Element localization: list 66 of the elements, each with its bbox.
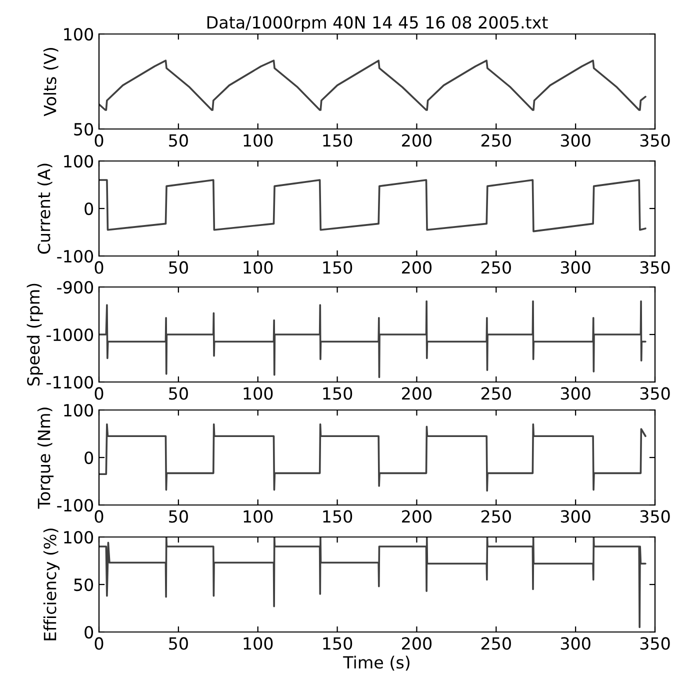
- x-axis-title: Time (s): [343, 656, 410, 671]
- x-tick-label: 0: [94, 134, 104, 147]
- x-tick-label: 50: [169, 134, 188, 147]
- line-series: [99, 179, 646, 232]
- x-tick-label: 50: [169, 637, 188, 650]
- chart-title: Data/1000rpm 40N 14 45 16 08 2005.txt: [207, 16, 548, 32]
- x-tick-label: 250: [481, 510, 511, 523]
- x-tick-label: 300: [560, 134, 590, 147]
- x-tick-label: 250: [481, 387, 511, 400]
- x-tick-label: 100: [244, 637, 273, 650]
- x-tick-label: 50: [169, 261, 188, 274]
- x-tick-label: 350: [640, 510, 670, 523]
- x-tick-label: 150: [323, 637, 352, 650]
- y-axis-title: Volts (V): [43, 48, 58, 116]
- x-tick-label: 300: [560, 261, 590, 274]
- x-tick-label: 300: [560, 637, 590, 650]
- line-series: [99, 300, 646, 378]
- y-tick-label: -1100: [46, 376, 94, 389]
- y-tick-label: -100: [57, 498, 94, 512]
- x-tick-label: 200: [402, 637, 432, 650]
- y-tick-label: 100: [64, 530, 94, 544]
- x-tick-label: 250: [481, 261, 511, 274]
- x-tick-label: 200: [402, 387, 432, 400]
- x-tick-label: 0: [94, 637, 104, 650]
- x-tick-label: 100: [244, 387, 273, 400]
- x-tick-label: 50: [169, 387, 188, 400]
- x-tick-label: 350: [640, 637, 670, 650]
- x-tick-label: 50: [169, 510, 188, 523]
- y-tick-label: 0: [84, 451, 94, 464]
- x-tick-label: 350: [640, 387, 670, 400]
- x-tick-label: 100: [244, 134, 273, 147]
- x-tick-label: 150: [323, 134, 352, 147]
- x-tick-label: 100: [244, 510, 273, 523]
- x-tick-label: 200: [402, 261, 432, 274]
- y-tick-label: 100: [64, 404, 94, 417]
- x-tick-label: 200: [402, 510, 432, 523]
- y-tick-label: 100: [64, 28, 94, 41]
- x-tick-label: 250: [481, 134, 511, 147]
- line-series: [99, 537, 646, 628]
- y-tick-label: 50: [74, 578, 94, 592]
- y-axis-title: Current (A): [37, 164, 52, 254]
- y-tick-label: 50: [74, 122, 94, 136]
- x-tick-label: 150: [323, 387, 352, 400]
- x-tick-label: 200: [402, 134, 432, 147]
- x-tick-label: 300: [560, 387, 590, 400]
- x-tick-label: 0: [94, 510, 104, 523]
- x-tick-label: 300: [560, 510, 590, 523]
- line-series: [99, 60, 646, 111]
- x-tick-label: 150: [323, 261, 352, 274]
- x-tick-label: 150: [323, 510, 352, 523]
- x-tick-label: 250: [481, 637, 511, 650]
- x-tick-label: 350: [640, 261, 670, 274]
- y-tick-label: 100: [64, 154, 94, 168]
- x-tick-label: 0: [94, 261, 104, 274]
- y-tick-label: -1000: [46, 328, 94, 342]
- x-tick-label: 100: [244, 261, 273, 274]
- y-tick-label: 0: [84, 626, 94, 639]
- x-tick-label: 350: [640, 134, 670, 147]
- y-tick-label: -100: [57, 250, 94, 263]
- y-axis-title: Speed (rpm): [26, 284, 43, 386]
- y-tick-label: 0: [84, 202, 94, 216]
- y-axis-title: Torque (Nm): [37, 408, 54, 509]
- x-tick-label: 0: [94, 387, 104, 400]
- line-series: [99, 423, 646, 492]
- y-axis-title: Efficiency (%): [43, 528, 60, 640]
- y-tick-label: -900: [57, 280, 94, 294]
